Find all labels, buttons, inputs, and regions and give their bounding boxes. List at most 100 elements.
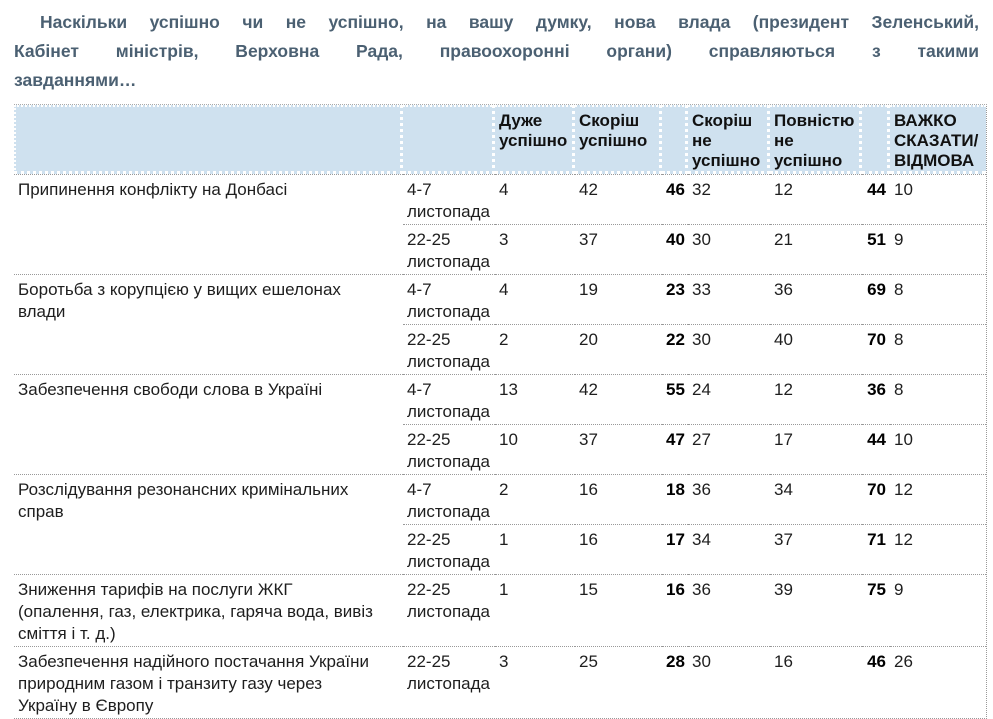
table-row: Зниження тарифів на послуги ЖКГ (опаленн… — [14, 574, 986, 646]
rather-successful-cell: 42 — [575, 174, 662, 224]
date-cell: 22-25 листопада — [403, 524, 495, 574]
table-row: Припинення конфлікту на Донбасі 4-7 листо… — [14, 174, 986, 224]
rather-unsuccessful-cell: 33 — [688, 274, 770, 324]
column-header-task — [14, 105, 403, 174]
rather-successful-cell: 25 — [575, 646, 662, 718]
task-cell: Забезпечення надійного постачання Україн… — [14, 646, 403, 718]
successful-total-cell: 40 — [662, 224, 688, 274]
header-row: Дуже успішно Скоріш успішно Скоріш не ус… — [14, 105, 986, 174]
date-cell: 22-25 листопада — [403, 424, 495, 474]
successful-total-cell: 17 — [662, 524, 688, 574]
completely-unsuccessful-cell: 16 — [770, 646, 862, 718]
task-cell: Забезпечення свободи слова в Україні — [14, 374, 403, 474]
hard-to-say-cell: 9 — [890, 224, 986, 274]
rather-unsuccessful-cell: 32 — [688, 174, 770, 224]
table-body: Припинення конфлікту на Донбасі 4-7 листо… — [14, 174, 986, 718]
successful-total-cell: 28 — [662, 646, 688, 718]
column-header-rather-unsuccessful: Скоріш не успішно — [688, 105, 770, 174]
table-row: Розслідування резонансних кримінальних с… — [14, 474, 986, 524]
rather-successful-cell: 15 — [575, 574, 662, 646]
very-successful-cell: 3 — [495, 224, 575, 274]
date-cell: 4-7 листопада — [403, 474, 495, 524]
unsuccessful-total-cell: 44 — [862, 424, 890, 474]
successful-total-cell: 18 — [662, 474, 688, 524]
completely-unsuccessful-cell: 12 — [770, 374, 862, 424]
rather-unsuccessful-cell: 30 — [688, 224, 770, 274]
unsuccessful-total-cell: 75 — [862, 574, 890, 646]
column-header-date — [403, 105, 495, 174]
hard-to-say-cell: 9 — [890, 574, 986, 646]
table-row: Забезпечення свободи слова в Україні 4-7 … — [14, 374, 986, 424]
rather-unsuccessful-cell: 36 — [688, 574, 770, 646]
column-header-unsuccessful-total — [862, 105, 890, 174]
date-cell: 4-7 листопада — [403, 374, 495, 424]
rather-successful-cell: 19 — [575, 274, 662, 324]
very-successful-cell: 4 — [495, 174, 575, 224]
very-successful-cell: 4 — [495, 274, 575, 324]
completely-unsuccessful-cell: 40 — [770, 324, 862, 374]
rather-successful-cell: 37 — [575, 424, 662, 474]
unsuccessful-total-cell: 71 — [862, 524, 890, 574]
task-cell: Боротьба з корупцією у вищих ешелонах вл… — [14, 274, 403, 374]
hard-to-say-cell: 26 — [890, 646, 986, 718]
very-successful-cell: 3 — [495, 646, 575, 718]
unsuccessful-total-cell: 44 — [862, 174, 890, 224]
task-cell: Розслідування резонансних кримінальних с… — [14, 474, 403, 574]
table-row: 22-25 листопада 10 37 47 27 17 44 10 — [14, 424, 986, 474]
date-cell: 4-7 листопада — [403, 274, 495, 324]
completely-unsuccessful-cell: 39 — [770, 574, 862, 646]
successful-total-cell: 23 — [662, 274, 688, 324]
completely-unsuccessful-cell: 37 — [770, 524, 862, 574]
very-successful-cell: 1 — [495, 574, 575, 646]
hard-to-say-cell: 10 — [890, 424, 986, 474]
completely-unsuccessful-cell: 21 — [770, 224, 862, 274]
completely-unsuccessful-cell: 36 — [770, 274, 862, 324]
rather-successful-cell: 16 — [575, 524, 662, 574]
unsuccessful-total-cell: 70 — [862, 324, 890, 374]
survey-table: Дуже успішно Скоріш успішно Скоріш не ус… — [14, 104, 987, 719]
unsuccessful-total-cell: 36 — [862, 374, 890, 424]
rather-successful-cell: 37 — [575, 224, 662, 274]
rather-unsuccessful-cell: 30 — [688, 646, 770, 718]
hard-to-say-cell: 12 — [890, 524, 986, 574]
rather-successful-cell: 20 — [575, 324, 662, 374]
column-header-hard-to-say: ВАЖКО СКАЗАТИ/ ВІДМОВА — [890, 105, 986, 174]
question-title: Наскільки успішно чи не успішно, на вашу… — [14, 12, 979, 90]
rather-unsuccessful-cell: 24 — [688, 374, 770, 424]
very-successful-cell: 10 — [495, 424, 575, 474]
column-header-successful-total — [662, 105, 688, 174]
unsuccessful-total-cell: 69 — [862, 274, 890, 324]
date-cell: 22-25 листопада — [403, 224, 495, 274]
rather-successful-cell: 42 — [575, 374, 662, 424]
hard-to-say-cell: 10 — [890, 174, 986, 224]
date-cell: 4-7 листопада — [403, 174, 495, 224]
table-row: 22-25 листопада 1 16 17 34 37 71 12 — [14, 524, 986, 574]
date-cell: 22-25 листопада — [403, 646, 495, 718]
task-cell: Припинення конфлікту на Донбасі — [14, 174, 403, 274]
rather-unsuccessful-cell: 34 — [688, 524, 770, 574]
successful-total-cell: 47 — [662, 424, 688, 474]
table-row: 22-25 листопада 3 37 40 30 21 51 9 — [14, 224, 986, 274]
rather-unsuccessful-cell: 27 — [688, 424, 770, 474]
successful-total-cell: 55 — [662, 374, 688, 424]
rather-unsuccessful-cell: 30 — [688, 324, 770, 374]
column-header-completely-unsuccessful: Повністю не успішно — [770, 105, 862, 174]
rather-unsuccessful-cell: 36 — [688, 474, 770, 524]
completely-unsuccessful-cell: 12 — [770, 174, 862, 224]
date-cell: 22-25 листопада — [403, 574, 495, 646]
table-row: Боротьба з корупцією у вищих ешелонах вл… — [14, 274, 986, 324]
very-successful-cell: 2 — [495, 324, 575, 374]
successful-total-cell: 46 — [662, 174, 688, 224]
completely-unsuccessful-cell: 34 — [770, 474, 862, 524]
very-successful-cell: 13 — [495, 374, 575, 424]
column-header-very-successful: Дуже успішно — [495, 105, 575, 174]
table-row: Забезпечення надійного постачання Україн… — [14, 646, 986, 718]
hard-to-say-cell: 8 — [890, 274, 986, 324]
hard-to-say-cell: 12 — [890, 474, 986, 524]
hard-to-say-cell: 8 — [890, 374, 986, 424]
date-cell: 22-25 листопада — [403, 324, 495, 374]
rather-successful-cell: 16 — [575, 474, 662, 524]
unsuccessful-total-cell: 46 — [862, 646, 890, 718]
very-successful-cell: 2 — [495, 474, 575, 524]
